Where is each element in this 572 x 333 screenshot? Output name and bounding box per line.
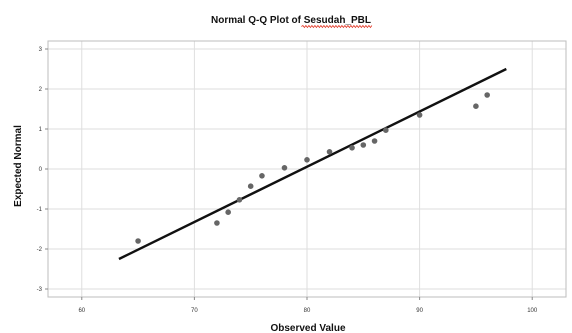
data-point: [371, 138, 378, 144]
x-tick-label: 80: [304, 308, 311, 314]
data-point: [236, 197, 243, 203]
data-point: [360, 142, 367, 148]
reference-line: [118, 67, 507, 261]
y-tick-label: 2: [39, 87, 43, 93]
data-point: [214, 220, 220, 226]
x-tick-label: 60: [78, 308, 85, 314]
chart-title: Normal Q-Q Plot of Sesudah_PBL: [211, 15, 371, 26]
data-point: [259, 173, 265, 179]
y-tick-label: -3: [37, 287, 43, 293]
data-point: [484, 92, 490, 98]
data-point: [281, 165, 288, 171]
data-point: [225, 209, 231, 215]
data-point: [349, 145, 355, 151]
spellcheck-underline: [301, 24, 373, 29]
data-point: [326, 149, 333, 155]
data-point: [247, 183, 254, 189]
y-tick-label: 0: [39, 167, 43, 173]
x-axis-title: Observed Value: [270, 323, 345, 333]
y-axis-title: Expected Normal: [13, 125, 24, 207]
data-point: [304, 157, 310, 163]
y-tick-label: -2: [37, 247, 43, 253]
data-point: [416, 112, 423, 118]
x-tick-label: 100: [527, 308, 538, 314]
data-point: [473, 103, 479, 109]
x-tick-label: 70: [191, 308, 198, 314]
data-point: [135, 238, 141, 244]
y-tick-label: -1: [37, 207, 43, 213]
y-tick-label: 3: [39, 47, 43, 53]
x-tick-label: 90: [416, 308, 423, 314]
data-point: [383, 127, 389, 133]
y-tick-label: 1: [39, 127, 43, 133]
